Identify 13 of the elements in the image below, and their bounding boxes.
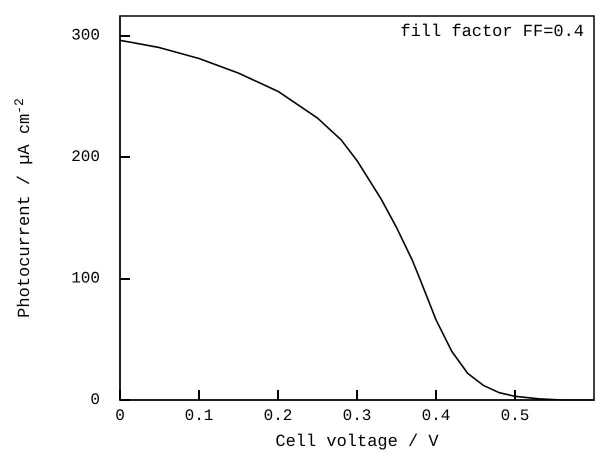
annotation: fill factor FF=0.4 bbox=[400, 23, 584, 42]
y-axis-title: Photocurrent / µA cm-2 bbox=[12, 98, 35, 318]
x-tick-label: 0.3 bbox=[342, 407, 372, 425]
x-tick-label: 0.2 bbox=[264, 407, 292, 425]
y-tick-label: 200 bbox=[71, 148, 100, 166]
x-tick-label: 0.5 bbox=[500, 407, 530, 425]
x-tick-label: 0.1 bbox=[184, 407, 214, 425]
y-tick-label: 100 bbox=[71, 269, 100, 288]
x-tick-label: 0 bbox=[115, 407, 125, 425]
y-tick-label: 0 bbox=[90, 391, 100, 409]
x-tick-label: 0.4 bbox=[422, 407, 450, 425]
y-tick-label: 300 bbox=[71, 26, 100, 44]
x-axis-title: Cell voltage / V bbox=[275, 433, 440, 452]
